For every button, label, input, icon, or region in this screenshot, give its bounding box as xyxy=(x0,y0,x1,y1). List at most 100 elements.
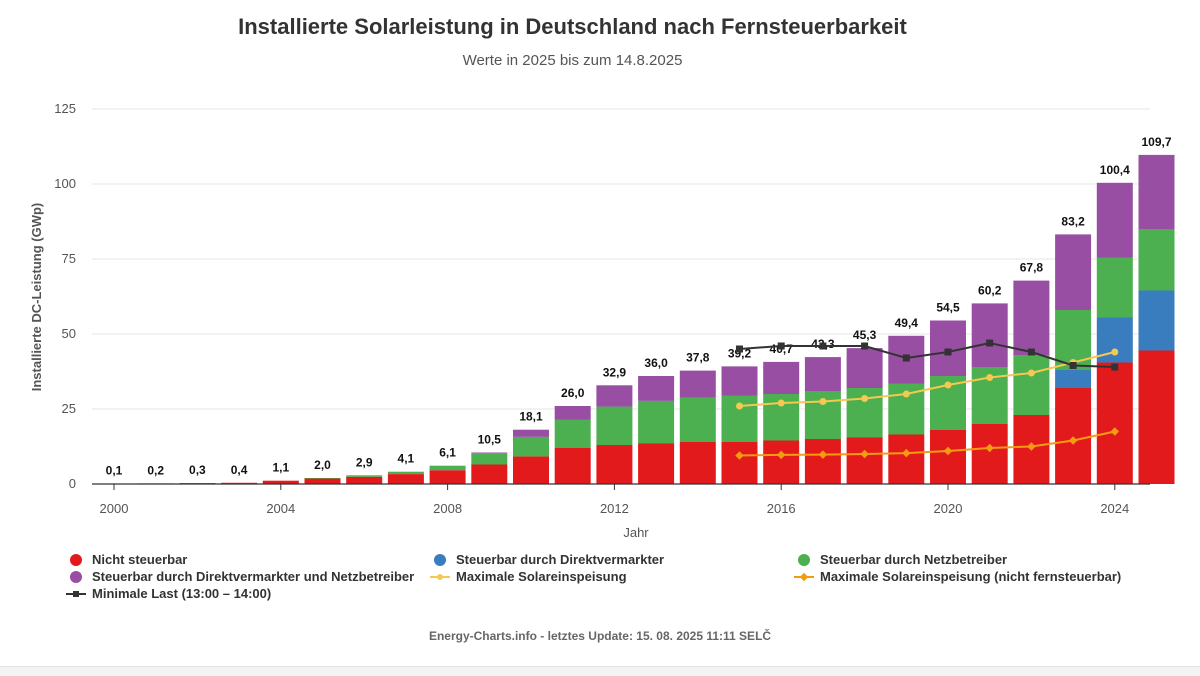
line-point[interactable] xyxy=(944,381,952,389)
bar-segment[interactable] xyxy=(596,385,633,407)
line-point[interactable] xyxy=(1027,442,1036,451)
bar-segment[interactable] xyxy=(679,397,716,442)
legend-item-direktvermarkter[interactable]: Steuerbar durch Direktvermarkter xyxy=(430,552,664,567)
bar-segment[interactable] xyxy=(262,480,299,484)
line-point[interactable] xyxy=(736,345,743,353)
bar-segment[interactable] xyxy=(1096,362,1133,485)
bar-segment[interactable] xyxy=(346,475,383,477)
bar-segment[interactable] xyxy=(1138,350,1175,485)
series-line[interactable] xyxy=(739,341,1115,368)
bar-segment[interactable] xyxy=(638,376,675,401)
bar-segment[interactable] xyxy=(429,465,466,471)
bar-segment[interactable] xyxy=(679,442,716,484)
line-point[interactable] xyxy=(860,449,869,459)
line-point[interactable] xyxy=(1068,436,1078,445)
bar-segment[interactable] xyxy=(387,474,424,484)
bar-segment[interactable] xyxy=(679,370,716,398)
bar-segment[interactable] xyxy=(721,395,758,443)
total-label: 39,2 xyxy=(728,346,752,360)
line-point[interactable] xyxy=(943,446,953,456)
bar-segment[interactable] xyxy=(763,440,800,485)
bar-segment[interactable] xyxy=(930,320,966,377)
line-point[interactable] xyxy=(777,342,785,350)
bar-segment[interactable] xyxy=(554,406,591,420)
bar-segment[interactable] xyxy=(596,445,633,484)
line-point[interactable] xyxy=(1069,362,1077,369)
line-point[interactable] xyxy=(818,450,828,459)
bar-segment[interactable] xyxy=(1138,229,1175,291)
legend-item-max-solareinspeisung-nicht-fernsteuerbar[interactable]: Maximale Solareinspeisung (nicht fernste… xyxy=(794,569,1121,584)
bar-segment[interactable] xyxy=(471,452,508,454)
bar-segment[interactable] xyxy=(471,464,508,485)
bar-segment[interactable] xyxy=(721,442,758,484)
total-label: 0,2 xyxy=(147,463,164,477)
bar-series[interactable] xyxy=(96,154,1175,485)
line-point[interactable] xyxy=(819,398,827,405)
bar-segment[interactable] xyxy=(346,476,383,484)
bar-segment[interactable] xyxy=(763,361,800,394)
bar-segment[interactable] xyxy=(1096,257,1133,318)
series-line[interactable] xyxy=(739,351,1116,407)
line-point[interactable] xyxy=(736,402,743,410)
legend-item-nicht-steuerbar[interactable]: Nicht steuerbar xyxy=(66,552,187,567)
bar-segment[interactable] xyxy=(304,478,341,484)
bar-segment[interactable] xyxy=(888,434,925,485)
line-point[interactable] xyxy=(944,348,952,356)
line-point[interactable] xyxy=(902,448,911,458)
bar-segment[interactable] xyxy=(554,419,591,449)
line-point[interactable] xyxy=(776,450,786,460)
bar-segment[interactable] xyxy=(554,448,591,484)
bar-segment[interactable] xyxy=(304,478,341,479)
line-point[interactable] xyxy=(985,443,994,453)
line-point[interactable] xyxy=(735,451,744,460)
bar-segment[interactable] xyxy=(971,303,1008,367)
line-point[interactable] xyxy=(902,354,910,362)
line-point[interactable] xyxy=(986,374,994,381)
series-line[interactable] xyxy=(739,430,1116,457)
bar-segment[interactable] xyxy=(513,436,549,457)
line-point[interactable] xyxy=(1110,427,1120,436)
total-label: 0,1 xyxy=(106,464,123,478)
total-label: 4,1 xyxy=(398,452,415,466)
bar-segment[interactable] xyxy=(1096,182,1133,258)
legend-item-minimale-last[interactable]: Minimale Last (13:00 – 14:00) xyxy=(66,586,271,601)
line-point[interactable] xyxy=(777,399,785,407)
bar-segment[interactable] xyxy=(804,439,841,484)
bar-segment[interactable] xyxy=(596,406,633,445)
legend-item-direktvermarkter-und-netzbetreiber[interactable]: Steuerbar durch Direktvermarkter und Net… xyxy=(66,569,414,584)
line-point[interactable] xyxy=(1027,348,1035,356)
line-point[interactable] xyxy=(861,395,869,402)
bar-segment[interactable] xyxy=(429,470,466,484)
line-point[interactable] xyxy=(1111,363,1119,371)
total-label: 36,0 xyxy=(644,356,668,370)
bar-segment[interactable] xyxy=(513,429,549,437)
bar-segment[interactable] xyxy=(513,456,549,484)
legend-item-max-solareinspeisung[interactable]: Maximale Solareinspeisung xyxy=(430,569,627,584)
bar-segment[interactable] xyxy=(1013,355,1050,415)
bar-segment[interactable] xyxy=(930,430,966,484)
bar-segment[interactable] xyxy=(1055,388,1092,484)
line-point[interactable] xyxy=(902,390,910,398)
line-point[interactable] xyxy=(819,342,827,350)
bar-segment[interactable] xyxy=(387,471,424,475)
bar-segment[interactable] xyxy=(971,424,1008,484)
bar-segment[interactable] xyxy=(721,366,758,396)
bar-segment[interactable] xyxy=(1013,280,1050,355)
blue-dot-icon xyxy=(430,553,452,567)
bar-segment[interactable] xyxy=(846,348,883,388)
bar-segment[interactable] xyxy=(846,437,883,485)
legend-item-netzbetreiber[interactable]: Steuerbar durch Netzbetreiber xyxy=(794,552,1007,567)
bar-segment[interactable] xyxy=(1138,290,1175,351)
line-point[interactable] xyxy=(1111,348,1119,356)
bar-segment[interactable] xyxy=(1138,154,1175,229)
line-series[interactable] xyxy=(735,339,1120,460)
bar-segment[interactable] xyxy=(1055,370,1092,388)
bar-segment[interactable] xyxy=(1055,234,1092,310)
bar-segment[interactable] xyxy=(804,357,841,391)
line-point[interactable] xyxy=(861,342,869,350)
line-point[interactable] xyxy=(1027,369,1035,377)
line-point[interactable] xyxy=(986,339,994,347)
bar-segment[interactable] xyxy=(638,400,675,444)
bar-segment[interactable] xyxy=(471,453,508,465)
bar-segment[interactable] xyxy=(638,443,675,485)
